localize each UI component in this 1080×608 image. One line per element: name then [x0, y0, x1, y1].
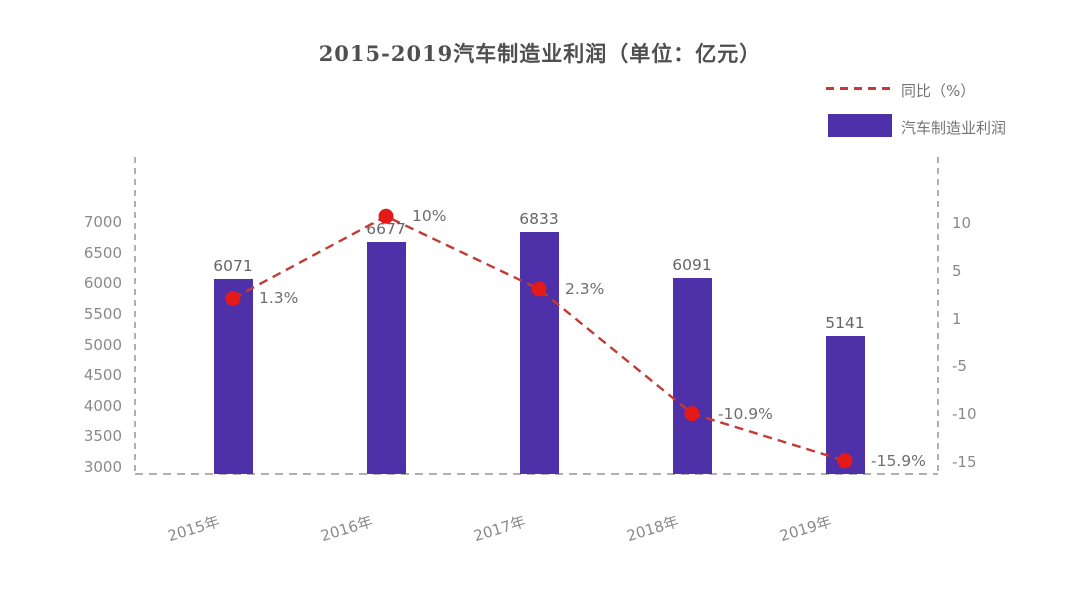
- right-axis-tick: -5: [952, 357, 967, 376]
- left-axis-tick: 3500: [83, 427, 122, 446]
- legend-label-yoy: 同比（%）: [901, 82, 976, 100]
- left-axis-tick: 5500: [83, 304, 122, 323]
- bar: [825, 335, 865, 474]
- left-axis-line: [134, 157, 136, 474]
- yoy-point: [837, 453, 853, 469]
- yoy-line: [232, 214, 846, 462]
- right-axis-tick: 5: [952, 261, 962, 280]
- yoy-point: [378, 208, 394, 224]
- chart-title: 2015-2019汽车制造业利润（单位：亿元）: [318, 41, 762, 66]
- bar: [519, 232, 559, 474]
- bar: [213, 278, 253, 474]
- bar-value-label: 6071: [213, 256, 253, 275]
- legend-dashed-line-swatch: [826, 87, 893, 90]
- yoy-point-label: -15.9%: [871, 451, 926, 470]
- left-axis-tick: 6000: [83, 274, 122, 293]
- left-axis-tick: 5000: [83, 335, 122, 354]
- yoy-point: [684, 406, 700, 422]
- right-axis-tick: 10: [952, 214, 972, 232]
- yoy-point-label: 1.3%: [259, 289, 299, 308]
- left-axis-tick: 7000: [83, 212, 122, 231]
- left-axis-tick: 4000: [83, 396, 122, 415]
- left-axis-tick: 6500: [83, 243, 122, 262]
- yoy-point: [225, 290, 241, 306]
- yoy-point-label: 10%: [412, 207, 447, 226]
- bar-value-label: 6677: [366, 219, 406, 238]
- right-axis-tick: 1: [952, 309, 962, 328]
- legend-label-profit: 汽车制造业利润: [901, 119, 1007, 137]
- left-axis-tick: 3000: [83, 458, 122, 477]
- right-axis-line: [937, 157, 939, 474]
- yoy-point-label: -10.9%: [718, 404, 773, 423]
- right-axis-tick: -10: [952, 405, 977, 424]
- x-axis-line: [135, 473, 938, 475]
- legend-bar-swatch: [828, 114, 892, 137]
- bar-value-label: 6091: [672, 255, 712, 274]
- bar-value-label: 6833: [519, 210, 559, 229]
- right-axis-tick: -15: [952, 453, 977, 471]
- left-axis-tick: 4500: [83, 366, 122, 385]
- yoy-point-label: 2.3%: [565, 279, 605, 298]
- bar: [366, 241, 406, 474]
- yoy-point: [531, 281, 547, 297]
- bar-value-label: 5141: [825, 313, 865, 332]
- bar: [672, 277, 712, 474]
